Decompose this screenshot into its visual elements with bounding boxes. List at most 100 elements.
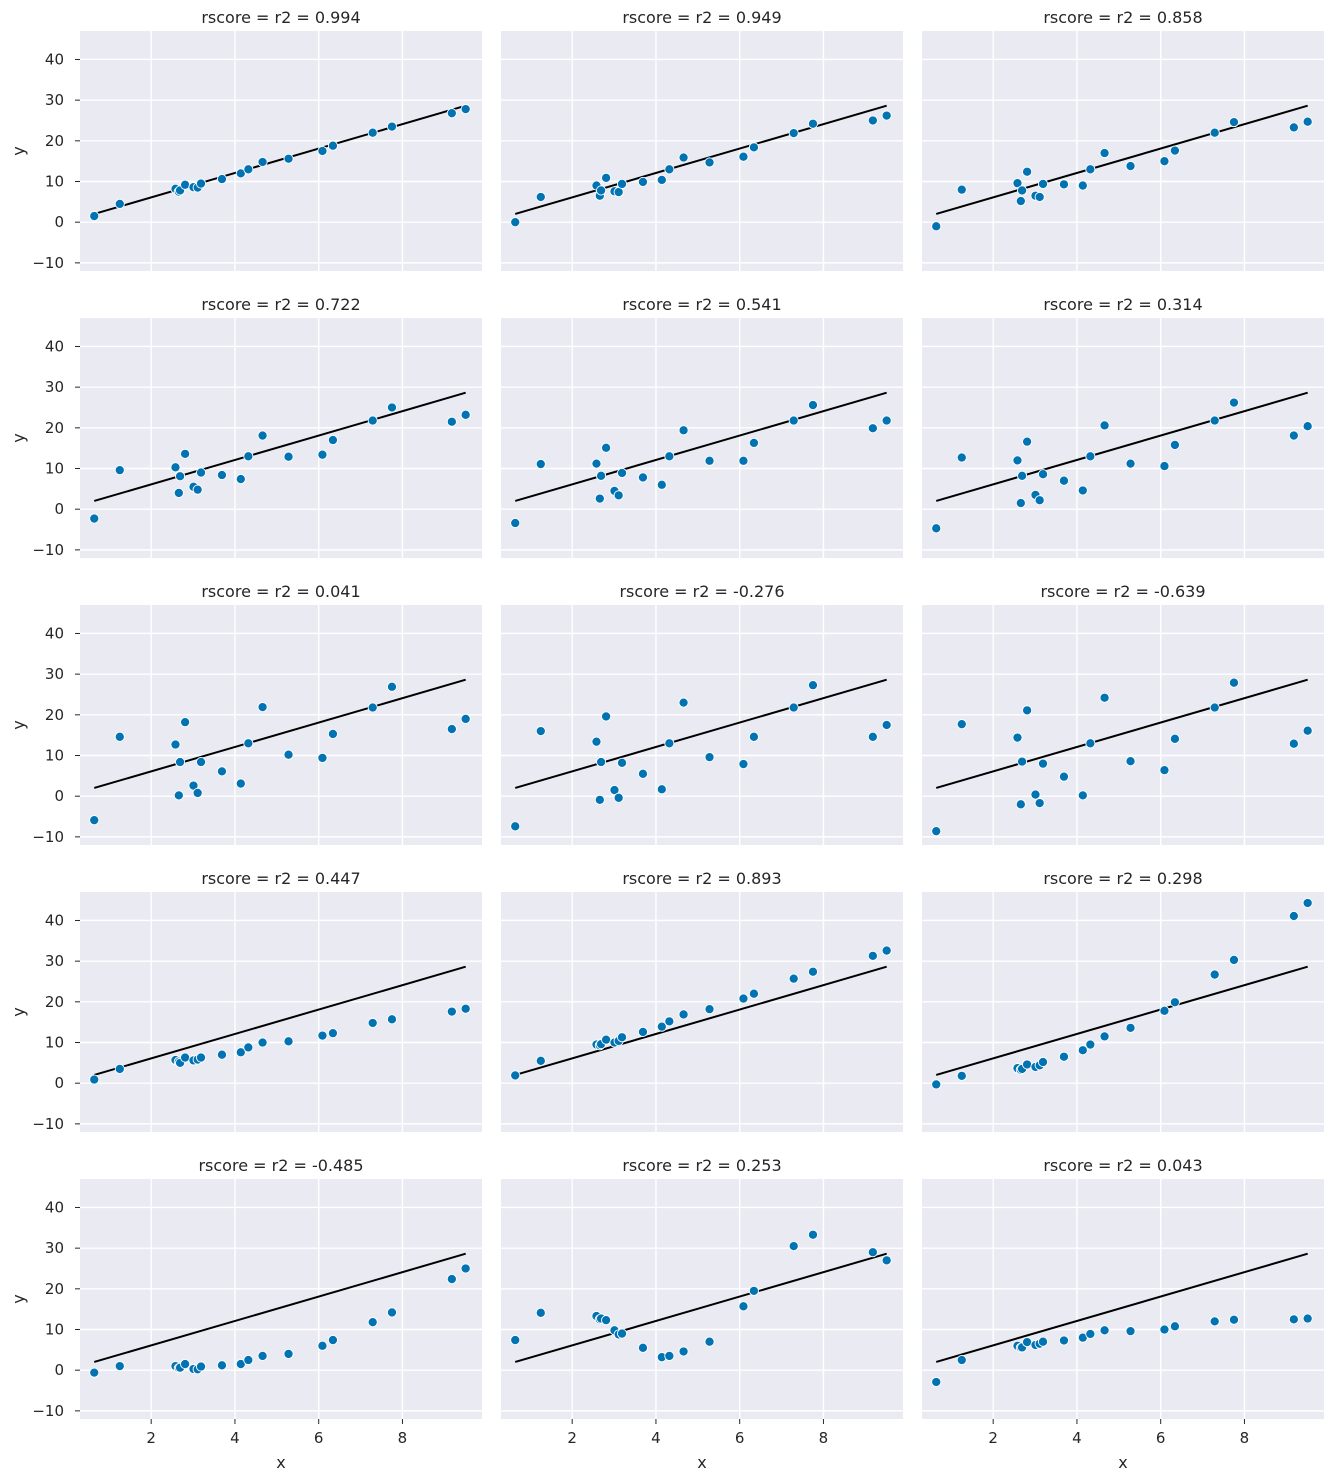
data-point xyxy=(678,697,689,708)
regression-line xyxy=(93,104,466,215)
data-point xyxy=(596,470,607,481)
data-point xyxy=(1228,1314,1240,1325)
regression-line xyxy=(93,678,466,789)
y-axis-label: y xyxy=(9,433,28,442)
data-point xyxy=(317,752,328,763)
data-point xyxy=(216,1360,228,1371)
y-tick-label: 10 xyxy=(45,1034,64,1052)
y-tick-label: 20 xyxy=(45,419,64,437)
panel-background xyxy=(922,31,1324,271)
data-point xyxy=(243,1042,254,1053)
data-point xyxy=(1169,997,1180,1008)
y-tick-label: 30 xyxy=(45,665,64,683)
data-point xyxy=(956,1354,967,1366)
data-point xyxy=(386,1014,398,1025)
panel-title: rscore = r2 = 0.893 xyxy=(622,869,781,888)
data-point xyxy=(656,174,667,185)
data-point xyxy=(510,821,521,832)
data-point xyxy=(881,945,892,956)
data-point xyxy=(591,458,602,469)
data-point xyxy=(656,479,667,490)
data-point xyxy=(446,1274,457,1285)
panel-background xyxy=(501,318,903,558)
data-point xyxy=(678,1346,689,1357)
data-point xyxy=(283,153,294,164)
data-point xyxy=(235,778,246,789)
facet-panel-4: rscore = r2 = 0.722 −10 0 10 20 30 40 y xyxy=(9,295,482,559)
data-point xyxy=(678,152,689,163)
data-point xyxy=(1012,732,1023,743)
data-point xyxy=(748,142,759,153)
data-point xyxy=(257,1350,268,1361)
data-point xyxy=(317,145,328,157)
data-point xyxy=(1058,1051,1070,1062)
data-point xyxy=(283,1036,294,1047)
data-point xyxy=(175,756,186,768)
data-point xyxy=(114,731,125,742)
data-point xyxy=(807,118,819,129)
data-point xyxy=(738,993,749,1004)
data-point xyxy=(1302,421,1313,432)
data-point xyxy=(664,164,675,175)
data-point xyxy=(1125,161,1136,172)
data-point xyxy=(460,104,471,115)
data-point xyxy=(1099,692,1110,703)
x-tick-label: 4 xyxy=(1072,1429,1082,1447)
y-tick-label: 30 xyxy=(45,91,64,109)
data-point xyxy=(867,115,878,126)
y-tick-label: 20 xyxy=(45,1280,64,1298)
data-point xyxy=(327,1028,338,1039)
data-point xyxy=(1125,1022,1136,1033)
data-point xyxy=(243,164,254,175)
y-tick-label: 0 xyxy=(54,500,64,518)
data-point xyxy=(601,172,612,183)
regression-line xyxy=(935,391,1308,502)
data-point xyxy=(748,988,759,999)
regression-line xyxy=(514,104,887,215)
data-point xyxy=(1058,475,1070,486)
data-point xyxy=(807,966,819,977)
data-point xyxy=(637,1026,649,1037)
data-point xyxy=(1209,415,1220,426)
data-point xyxy=(704,455,715,466)
data-point xyxy=(616,1328,628,1339)
data-point xyxy=(1037,469,1049,480)
panel-background xyxy=(80,318,482,558)
data-point xyxy=(235,1047,246,1058)
data-point xyxy=(637,768,649,779)
data-point xyxy=(1228,397,1240,408)
data-point xyxy=(1037,1056,1049,1068)
data-point xyxy=(1077,790,1088,801)
facet-panel-1: rscore = r2 = 0.994 −10 0 10 20 30 40 y xyxy=(9,8,482,272)
data-point xyxy=(89,815,100,826)
data-point xyxy=(195,467,207,478)
data-point xyxy=(881,1255,892,1266)
facet-panel-3: rscore = r2 = 0.858 xyxy=(922,8,1324,271)
data-point xyxy=(1159,765,1170,776)
data-point xyxy=(788,415,799,426)
data-point xyxy=(386,681,398,692)
panel-background xyxy=(80,31,482,271)
facet-panel-12: rscore = r2 = 0.298 xyxy=(922,869,1324,1132)
regression-line xyxy=(935,1252,1308,1363)
data-point xyxy=(460,713,471,724)
panel-background xyxy=(501,1179,903,1419)
data-point xyxy=(748,1285,759,1296)
data-point xyxy=(243,738,254,749)
y-tick-label: −10 xyxy=(32,1402,64,1420)
data-point xyxy=(637,1342,649,1353)
data-point xyxy=(1159,1324,1170,1335)
panel-background xyxy=(922,1179,1324,1419)
data-point xyxy=(1159,156,1170,167)
x-tick-label: 2 xyxy=(988,1429,998,1447)
data-point xyxy=(367,415,378,426)
data-point xyxy=(1169,1321,1180,1332)
data-point xyxy=(1037,758,1049,769)
data-point xyxy=(460,1003,471,1014)
data-point xyxy=(170,462,181,473)
data-point xyxy=(180,448,191,459)
x-tick-label: 4 xyxy=(651,1429,661,1447)
y-tick-label: 10 xyxy=(45,747,64,765)
data-point xyxy=(367,1317,378,1328)
data-point xyxy=(257,156,268,168)
